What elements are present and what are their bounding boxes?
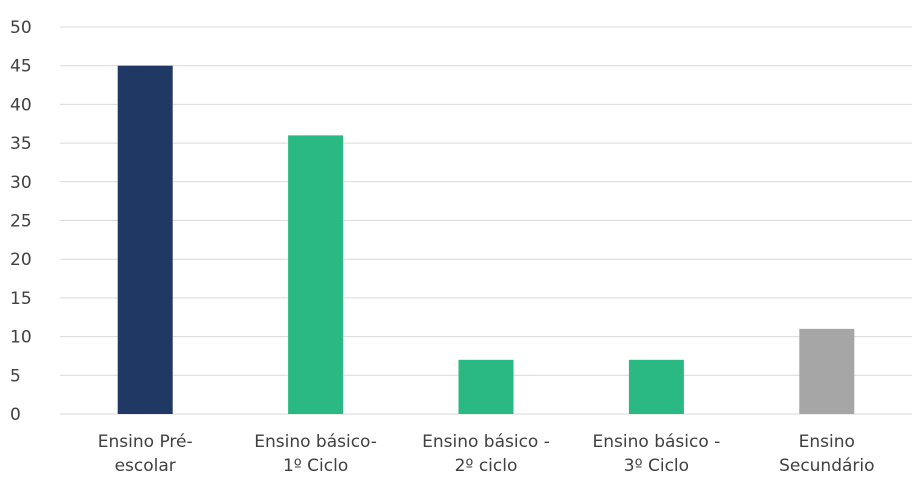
gridlines bbox=[60, 26, 912, 415]
bar bbox=[117, 65, 173, 414]
y-tick-label: 15 bbox=[10, 289, 32, 309]
bars bbox=[117, 65, 855, 415]
x-tick-label: 2º ciclo bbox=[455, 456, 518, 476]
bar bbox=[458, 359, 514, 414]
x-tick-label: 3º Ciclo bbox=[624, 456, 689, 476]
x-tick-label: Ensino básico- bbox=[254, 432, 377, 452]
y-tick-label: 30 bbox=[10, 173, 32, 193]
y-tick-label: 5 bbox=[10, 366, 21, 386]
bar bbox=[288, 135, 344, 415]
x-tick-label: Ensino Pré- bbox=[98, 432, 193, 452]
x-tick-label: Ensino básico - bbox=[422, 432, 550, 452]
x-tick-label: Ensino básico - bbox=[593, 432, 721, 452]
y-tick-label: 50 bbox=[10, 18, 32, 38]
x-tick-label: Secundário bbox=[779, 456, 874, 476]
bar bbox=[628, 359, 684, 414]
y-tick-label: 25 bbox=[10, 212, 32, 232]
y-tick-label: 35 bbox=[10, 134, 32, 154]
y-tick-label: 10 bbox=[10, 328, 32, 348]
y-tick-label: 45 bbox=[10, 57, 32, 77]
y-axis-ticks: 0 5 10 15 20 25 30 35 40 45 50 bbox=[10, 18, 32, 425]
bar bbox=[799, 328, 855, 414]
y-tick-label: 40 bbox=[10, 95, 32, 115]
x-axis-labels: Ensino Pré-escolar Ensino básico- 1º Ciclo… bbox=[98, 432, 875, 476]
x-tick-label: Ensino bbox=[799, 432, 855, 452]
x-tick-label: escolar bbox=[115, 456, 176, 476]
y-tick-label: 0 bbox=[10, 405, 21, 425]
x-tick-label: 1º Ciclo bbox=[283, 456, 348, 476]
y-tick-label: 20 bbox=[10, 250, 32, 270]
